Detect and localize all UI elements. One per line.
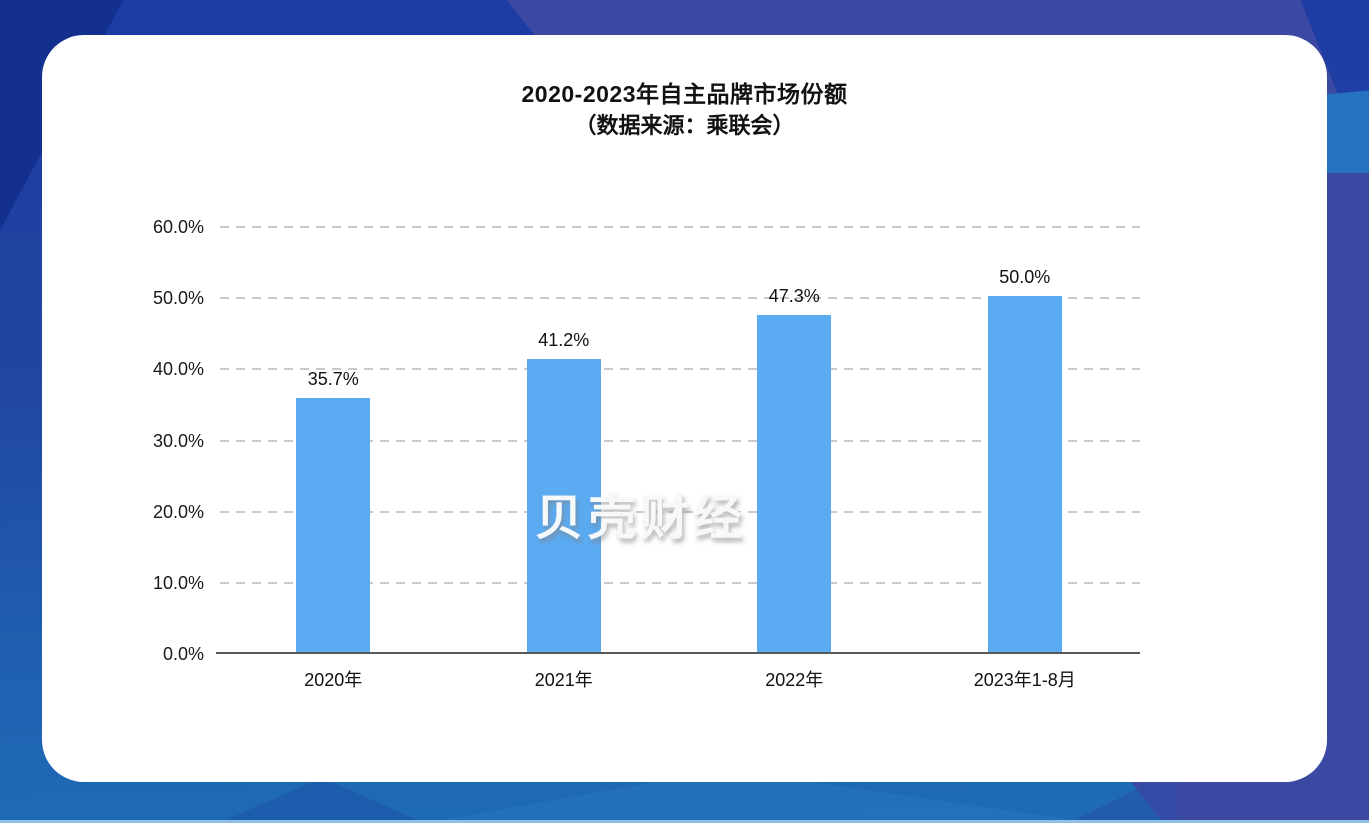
y-tick-label: 50.0% — [152, 288, 204, 309]
y-tick-label: 10.0% — [152, 572, 204, 593]
bar-value-label: 47.3% — [768, 286, 820, 307]
x-tick-label: 2020年 — [304, 670, 363, 690]
gridline — [220, 297, 1140, 300]
gridline — [220, 226, 1140, 228]
bottom-hairline — [0, 820, 1369, 823]
plot-area: 0.0% 10.0% 20.0% 30.0% 40.0% 50.0% 60.0% 35.7% 2… — [153, 217, 1140, 690]
chart-card: 2020-2023年自主品牌市场份额 （数据来源：乘联会） 0.0% 10.0% 2… — [42, 35, 1327, 782]
y-tick-label: 60.0% — [152, 217, 204, 237]
chart-subtitle: （数据来源：乘联会） — [574, 113, 795, 138]
gridline — [220, 510, 1140, 513]
bar-value-label: 35.7% — [307, 368, 359, 389]
gridline — [220, 368, 1140, 371]
gridline — [220, 581, 1140, 584]
x-tick-label: 2021年 — [534, 670, 593, 690]
x-tick-label: 2023年1-8月 — [973, 670, 1076, 690]
bar — [526, 358, 601, 652]
y-tick-label: 40.0% — [152, 359, 204, 380]
y-tick-label: 0.0% — [162, 644, 204, 664]
bar — [296, 397, 371, 652]
chart-title: 2020-2023年自主品牌市场份额 — [521, 81, 848, 107]
bar-value-label: 50.0% — [999, 267, 1051, 288]
y-tick-label: 20.0% — [152, 501, 204, 522]
bar — [757, 315, 832, 652]
gridline — [220, 439, 1140, 442]
x-axis-line — [216, 652, 1140, 654]
bar — [987, 296, 1062, 652]
bar-value-label: 41.2% — [538, 329, 590, 350]
watermark: 贝壳财经 — [534, 492, 748, 545]
x-tick-label: 2022年 — [765, 670, 824, 690]
y-tick-label: 30.0% — [152, 430, 204, 451]
